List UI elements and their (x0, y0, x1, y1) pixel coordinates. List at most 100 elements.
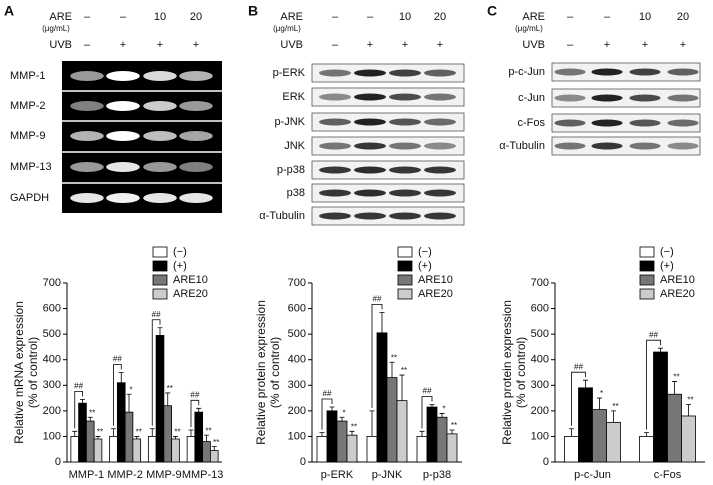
error-bar (597, 397, 602, 410)
bar (186, 436, 196, 463)
legend-label: (−) (660, 246, 674, 258)
bar (132, 438, 142, 463)
blot-strip (311, 183, 465, 203)
bar (564, 436, 579, 463)
band (629, 94, 661, 102)
band (389, 69, 421, 77)
significance: ## (373, 295, 382, 304)
are-value: – (120, 11, 127, 23)
significance: ** (174, 428, 180, 437)
are-value: – (367, 11, 374, 23)
legend-swatch (152, 260, 168, 272)
legend-swatch (639, 246, 655, 258)
y-tick-label: 100 (288, 430, 306, 442)
legend-swatch (152, 246, 168, 258)
band (389, 166, 421, 174)
blot-label: MMP-9 (10, 130, 45, 142)
bar (85, 420, 95, 463)
legend-label: (−) (173, 246, 187, 258)
significance: * (442, 405, 445, 414)
y-tick-label: 400 (288, 354, 306, 366)
band (70, 71, 104, 81)
bar (396, 400, 408, 463)
y-tick-label: 400 (531, 354, 549, 366)
are-value: 20 (190, 11, 202, 23)
y-tick-label: 100 (531, 430, 549, 442)
sig-bracket (571, 371, 586, 426)
band (143, 193, 177, 203)
blot-label: p-ERK (273, 67, 306, 79)
y-tick-label: 600 (43, 302, 61, 314)
band (591, 142, 623, 150)
bar (346, 434, 358, 463)
bar (109, 436, 118, 463)
error-bar (126, 393, 132, 413)
band (667, 142, 699, 150)
significance: ## (574, 362, 583, 371)
band (319, 189, 351, 197)
blot-strip (311, 206, 465, 226)
error-bar (349, 430, 355, 436)
legend-label: ARE20 (418, 288, 453, 300)
are-label: ARE (522, 11, 545, 23)
blot-label: α-Tubulin (259, 210, 305, 222)
legend-swatch (639, 288, 655, 300)
panel-letter: B (248, 3, 258, 19)
bar (70, 436, 80, 463)
panel-letter: A (4, 3, 14, 19)
error-bar (569, 428, 574, 437)
y-tick-label: 300 (531, 379, 549, 391)
blot-label: c-Fos (518, 117, 546, 129)
blot-strip (311, 112, 465, 132)
error-bar (429, 404, 435, 408)
uvb-label: UVB (280, 39, 303, 51)
bar (366, 436, 378, 463)
band (389, 212, 421, 220)
legend-label: (+) (173, 260, 187, 272)
error-bar (611, 410, 616, 423)
blot-label: MMP-1 (10, 70, 45, 82)
uvb-value: + (642, 39, 648, 51)
legend-swatch (397, 274, 413, 286)
significance: * (342, 408, 345, 417)
error-bar (95, 436, 101, 439)
error-bar (419, 430, 425, 437)
are-value: 20 (677, 11, 689, 23)
uvb-value: + (402, 39, 408, 51)
error-bar (173, 436, 178, 439)
error-bar (87, 416, 93, 422)
uvb-value: + (120, 39, 126, 51)
are-value: – (84, 11, 91, 23)
y-tick-label: 200 (531, 405, 549, 417)
bar (436, 416, 448, 463)
significance: * (600, 389, 603, 398)
are-value: – (604, 11, 611, 23)
significance: ## (152, 310, 161, 319)
legend-swatch (152, 288, 168, 300)
band (424, 166, 456, 174)
error-bar (583, 379, 588, 388)
bar (592, 409, 607, 463)
sig-bracket (421, 396, 433, 429)
error-bar (449, 429, 455, 434)
significance: ** (167, 384, 173, 393)
band (424, 212, 456, 220)
bar (667, 393, 682, 463)
error-bar (149, 428, 155, 437)
significance: * (129, 385, 132, 394)
x-tick-label: MMP-9 (146, 469, 181, 481)
y-tick-label: 200 (43, 405, 61, 417)
band (354, 93, 386, 101)
bar (124, 411, 134, 463)
band (354, 69, 386, 77)
significance: ** (97, 428, 103, 437)
error-bar (319, 432, 325, 437)
sig-bracket (321, 398, 333, 430)
x-tick-label: p-JNK (372, 469, 403, 481)
bar (336, 420, 348, 463)
error-bar (329, 406, 335, 411)
error-bar (686, 404, 691, 416)
blot-label: c-Jun (518, 92, 545, 104)
band (424, 118, 456, 126)
band (354, 166, 386, 174)
